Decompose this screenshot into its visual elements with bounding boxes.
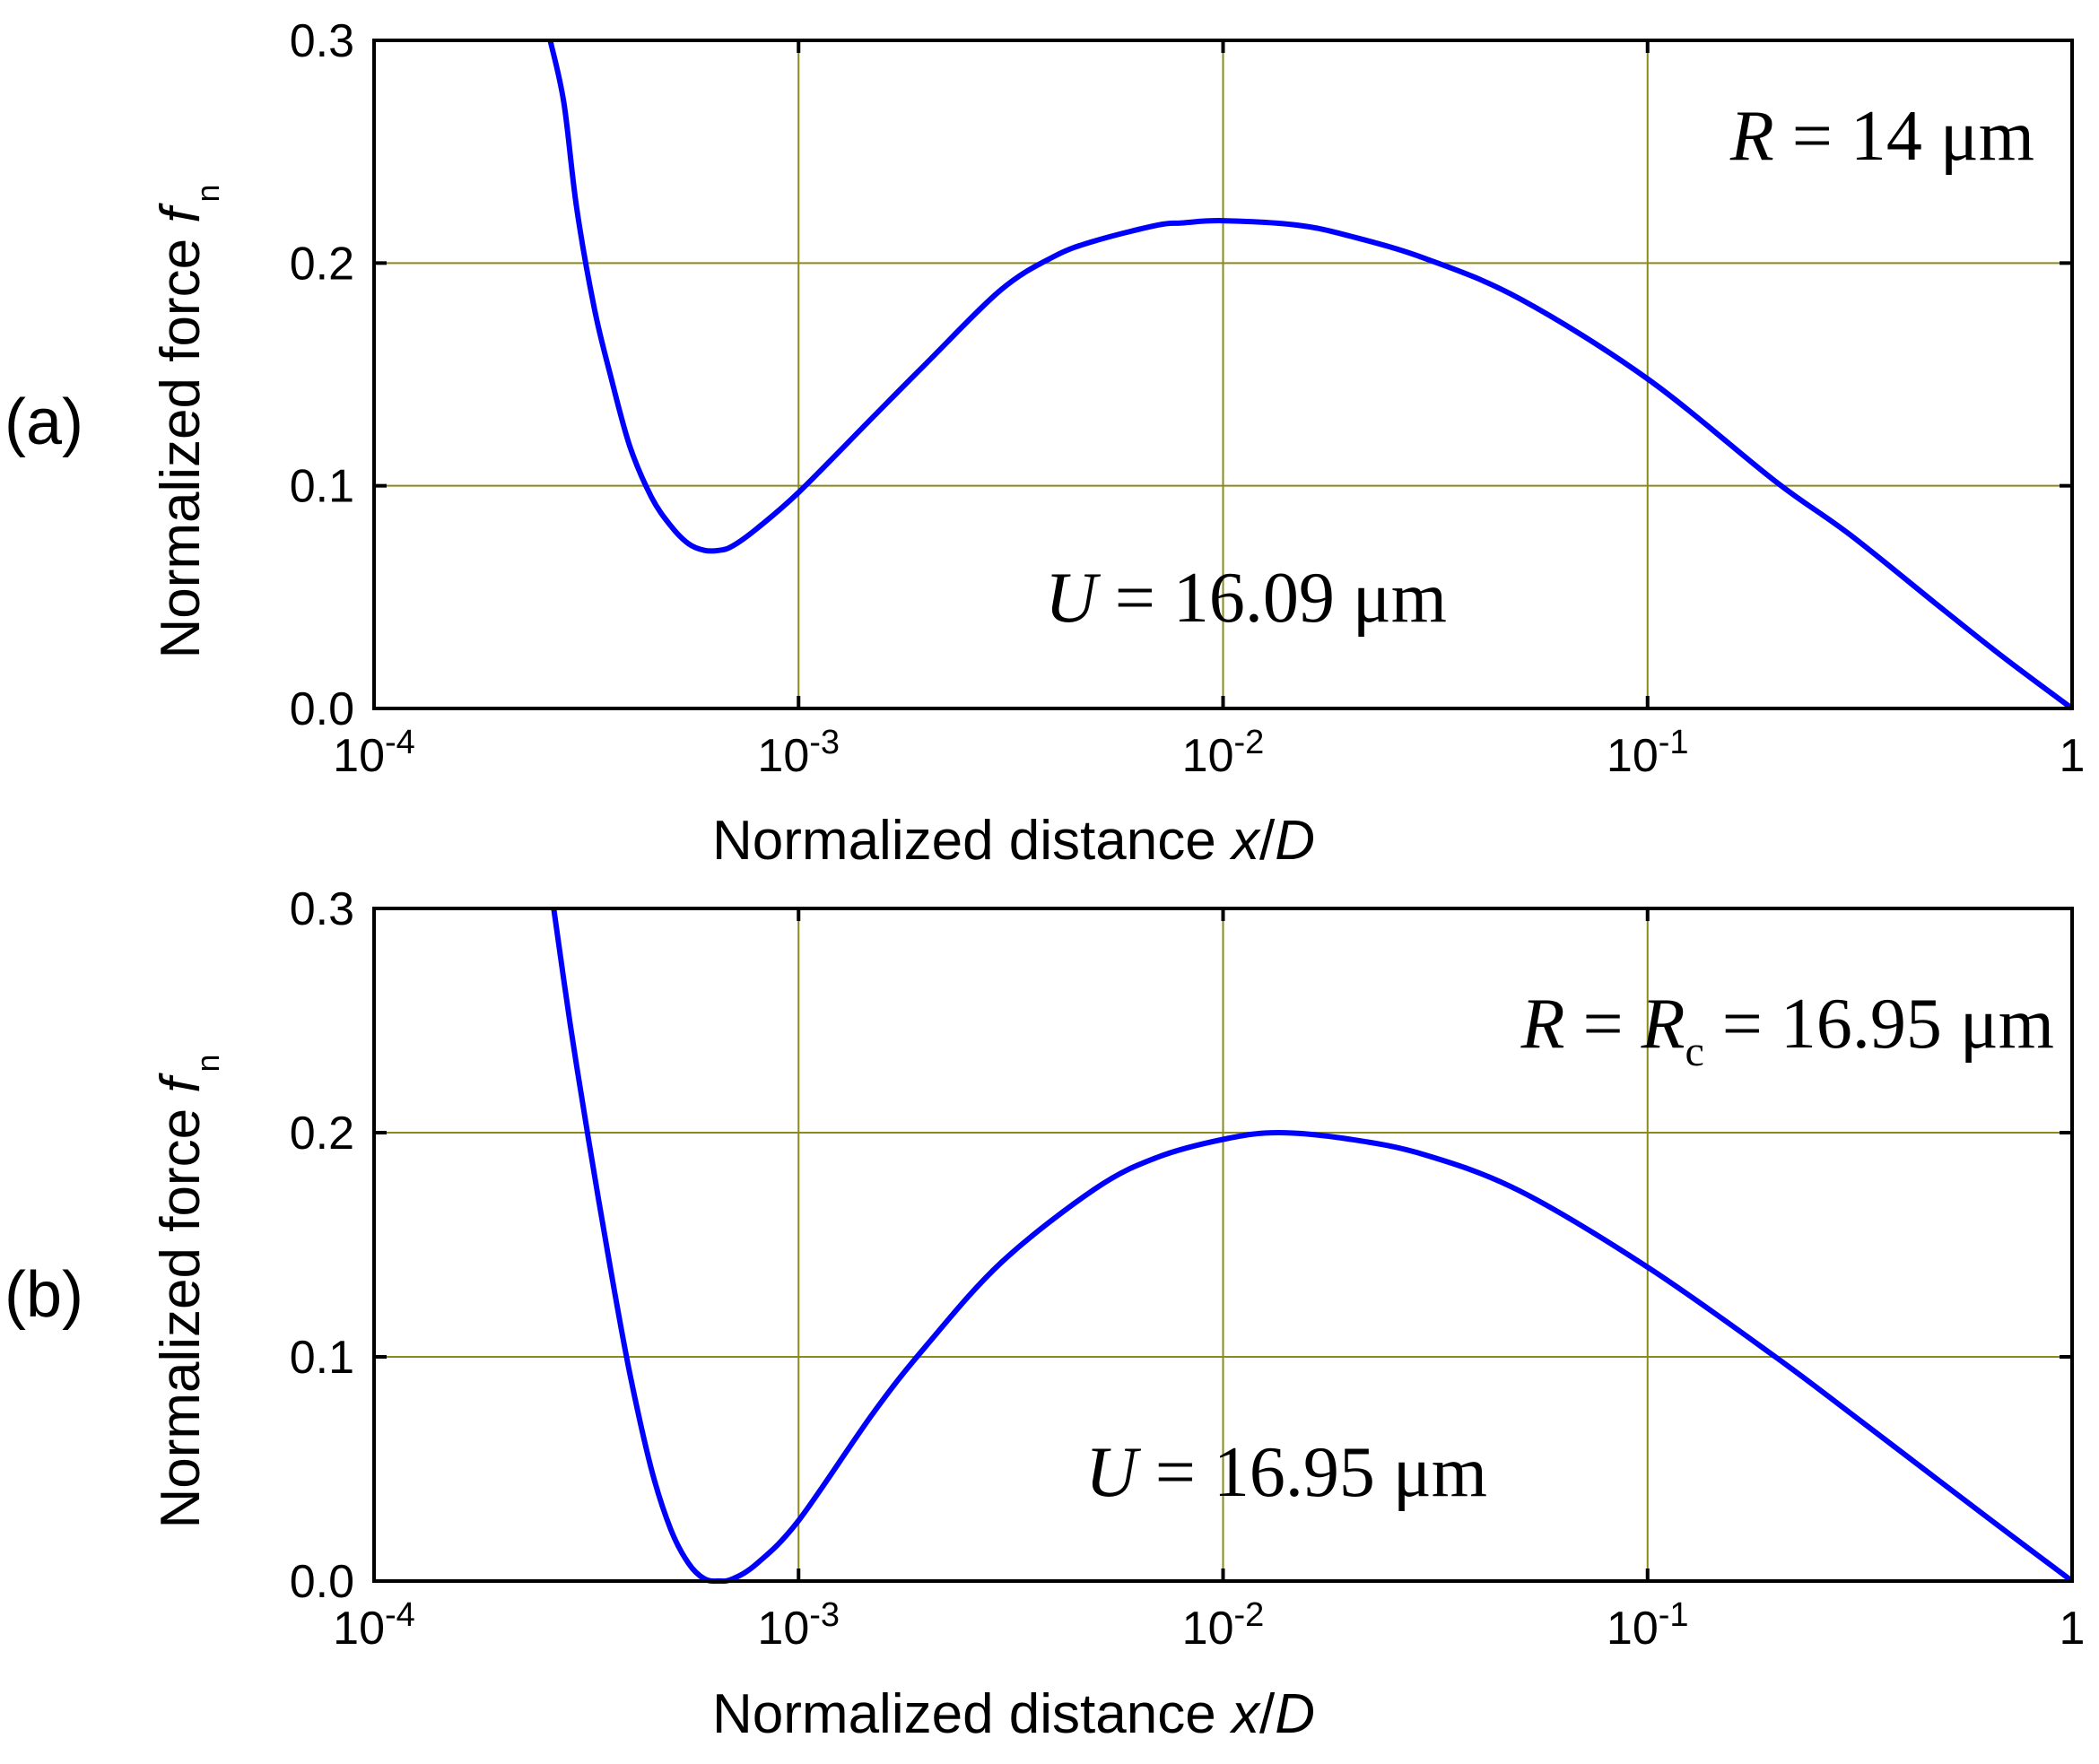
panel-b-x-tick-labels: 10-4 10-3 10-2 10-1 1 [333, 1596, 2085, 1655]
y-tick-label: 0.1 [290, 1332, 354, 1384]
panel-a: (a) 10-4 10-3 10-2 10-1 1 0.00.10.20.3 Norma… [4, 15, 2085, 872]
x-tick-label: 10-2 [1182, 724, 1265, 782]
panel-a-y-tick-labels: 0.0 0.1 0.2 0.3 [290, 15, 354, 735]
x-tick-label: 10-1 [1607, 724, 1689, 782]
panel-a-x-axis-label: Normalized distance x/D [712, 810, 1315, 872]
panel-b-radius-annotation: R = Rc = 16.95 μm [1520, 985, 2054, 1075]
x-tick-label: 10-3 [757, 1596, 840, 1655]
panel-a-x-tick-labels: 10-4 10-3 10-2 10-1 1 [333, 724, 2085, 782]
panel-a-radius-annotation: R = 14 μm [1729, 97, 2034, 176]
y-tick-label: 0.0 [290, 683, 354, 735]
x-tick-label: 1 [2060, 1603, 2086, 1655]
panel-b-y-tick-labels: 0.0 0.1 0.2 0.3 [290, 883, 354, 1608]
y-tick-label: 0.0 [290, 1556, 354, 1608]
panel-b-x-axis-label: Normalized distance x/D [712, 1683, 1315, 1745]
panel-a-u-annotation: U = 16.09 μm [1045, 559, 1447, 638]
panel-a-y-axis-label: Normalized force fn [150, 184, 226, 658]
x-tick-label: 10-2 [1182, 1596, 1265, 1655]
y-tick-label: 0.1 [290, 461, 354, 513]
panel-b: (b) 10-4 10-3 10-2 10-1 1 0.00.10.20.3 Norma… [4, 883, 2085, 1745]
x-tick-label: 10-1 [1607, 1596, 1689, 1655]
y-tick-label: 0.2 [290, 1108, 354, 1160]
panel-b-label: (b) [4, 1259, 83, 1331]
y-tick-label: 0.2 [290, 238, 354, 290]
panel-b-y-axis-label: Normalized force fn [150, 1054, 226, 1528]
y-tick-label: 0.3 [290, 883, 354, 935]
y-tick-label: 0.3 [290, 15, 354, 67]
panel-a-label: (a) [4, 387, 83, 458]
panel-b-u-annotation: U = 16.95 μm [1085, 1433, 1487, 1512]
figure: (a) 10-4 10-3 10-2 10-1 1 0.00.10.20.3 Norma… [0, 0, 2099, 1764]
x-tick-label: 1 [2060, 730, 2086, 782]
x-tick-label: 10-3 [757, 724, 840, 782]
